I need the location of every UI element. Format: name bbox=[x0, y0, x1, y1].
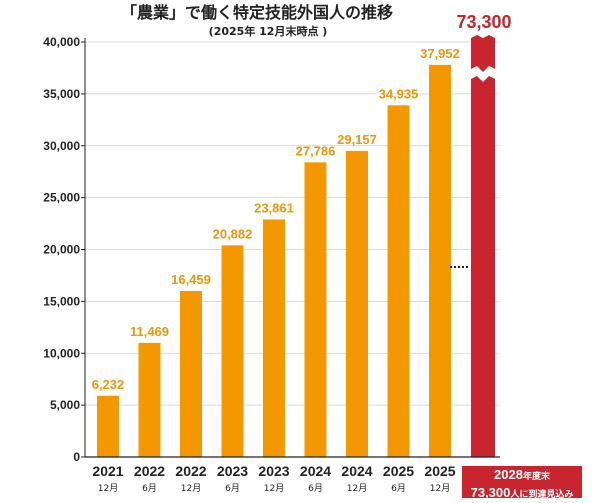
y-tick-label: 40,000 bbox=[43, 35, 80, 49]
y-tick-label: 25,000 bbox=[43, 191, 80, 205]
bar-value-label: 34,935 bbox=[379, 86, 419, 101]
x-tick-year: 2022 bbox=[134, 463, 165, 479]
bar bbox=[304, 162, 327, 457]
target-note-text: 人に到達見込み bbox=[510, 490, 574, 500]
bar-value-label: 20,882 bbox=[213, 226, 253, 241]
target-column: 73,300 bbox=[456, 12, 512, 457]
bar-value-label: 37,952 bbox=[420, 46, 460, 61]
x-tick-month: 6月 bbox=[391, 483, 406, 494]
x-tick-year: 2022 bbox=[175, 463, 206, 479]
y-tick-label: 20,000 bbox=[43, 243, 80, 257]
x-tick-year: 2023 bbox=[258, 463, 289, 479]
target-bar-top bbox=[471, 35, 495, 38]
x-tick-year: 2021 bbox=[92, 463, 123, 479]
bar-value-label: 16,459 bbox=[171, 272, 211, 287]
bar bbox=[346, 150, 368, 457]
target-value-label: 73,300 bbox=[456, 12, 511, 32]
x-tick-year: 2023 bbox=[217, 463, 248, 479]
target-note-suffix: 年度末 bbox=[522, 472, 550, 482]
y-tick-label: 5,000 bbox=[50, 398, 80, 412]
x-axis-labels: 2021 12月 2022 6月 2022 12月 2023 6月 2023 12月 2024 6月 2… bbox=[92, 463, 455, 494]
axis-break-mark bbox=[469, 66, 497, 82]
x-tick-month: 6月 bbox=[142, 483, 157, 494]
x-tick-month: 12月 bbox=[430, 483, 450, 494]
target-note-year: 2028 bbox=[494, 467, 523, 482]
target-bar bbox=[471, 38, 495, 457]
bar-value-label: 23,861 bbox=[254, 200, 294, 215]
bar-value-label: 11,469 bbox=[130, 324, 169, 339]
bar-value-label: 6,232 bbox=[92, 377, 125, 392]
bar bbox=[429, 64, 451, 457]
y-tick-label: 30,000 bbox=[43, 139, 80, 153]
bar-value-label: 27,786 bbox=[296, 143, 336, 158]
chart-subtitle: (2025年 12月末時点 ) bbox=[209, 24, 328, 38]
x-tick-month: 12月 bbox=[347, 483, 367, 494]
target-note: 2028年度末 73,300人に到達見込み bbox=[462, 466, 582, 500]
bar bbox=[180, 291, 202, 457]
bar bbox=[221, 245, 244, 457]
x-tick-year: 2025 bbox=[383, 463, 414, 479]
x-tick-month: 6月 bbox=[225, 483, 240, 494]
x-tick-month: 12月 bbox=[98, 483, 118, 494]
bar bbox=[138, 342, 161, 457]
target-note-value: 73,300 bbox=[470, 485, 511, 500]
x-tick-month: 12月 bbox=[181, 483, 201, 494]
bar bbox=[387, 105, 410, 457]
x-tick-year: 2024 bbox=[300, 463, 331, 479]
bar bbox=[97, 395, 119, 457]
y-tick-label: 15,000 bbox=[43, 294, 80, 308]
x-tick-year: 2025 bbox=[424, 463, 455, 479]
y-tick-label: 10,000 bbox=[43, 346, 80, 360]
x-tick-year: 2024 bbox=[341, 463, 372, 479]
chart-title: 「農業」で働く特定技能外国人の推移 bbox=[121, 3, 393, 22]
x-tick-month: 12月 bbox=[264, 483, 284, 494]
y-tick-label: 35,000 bbox=[43, 87, 80, 101]
y-tick-label: 0 bbox=[73, 450, 80, 464]
x-tick-month: 6月 bbox=[308, 483, 323, 494]
bar bbox=[263, 219, 285, 457]
bar-value-label: 29,157 bbox=[337, 132, 377, 147]
